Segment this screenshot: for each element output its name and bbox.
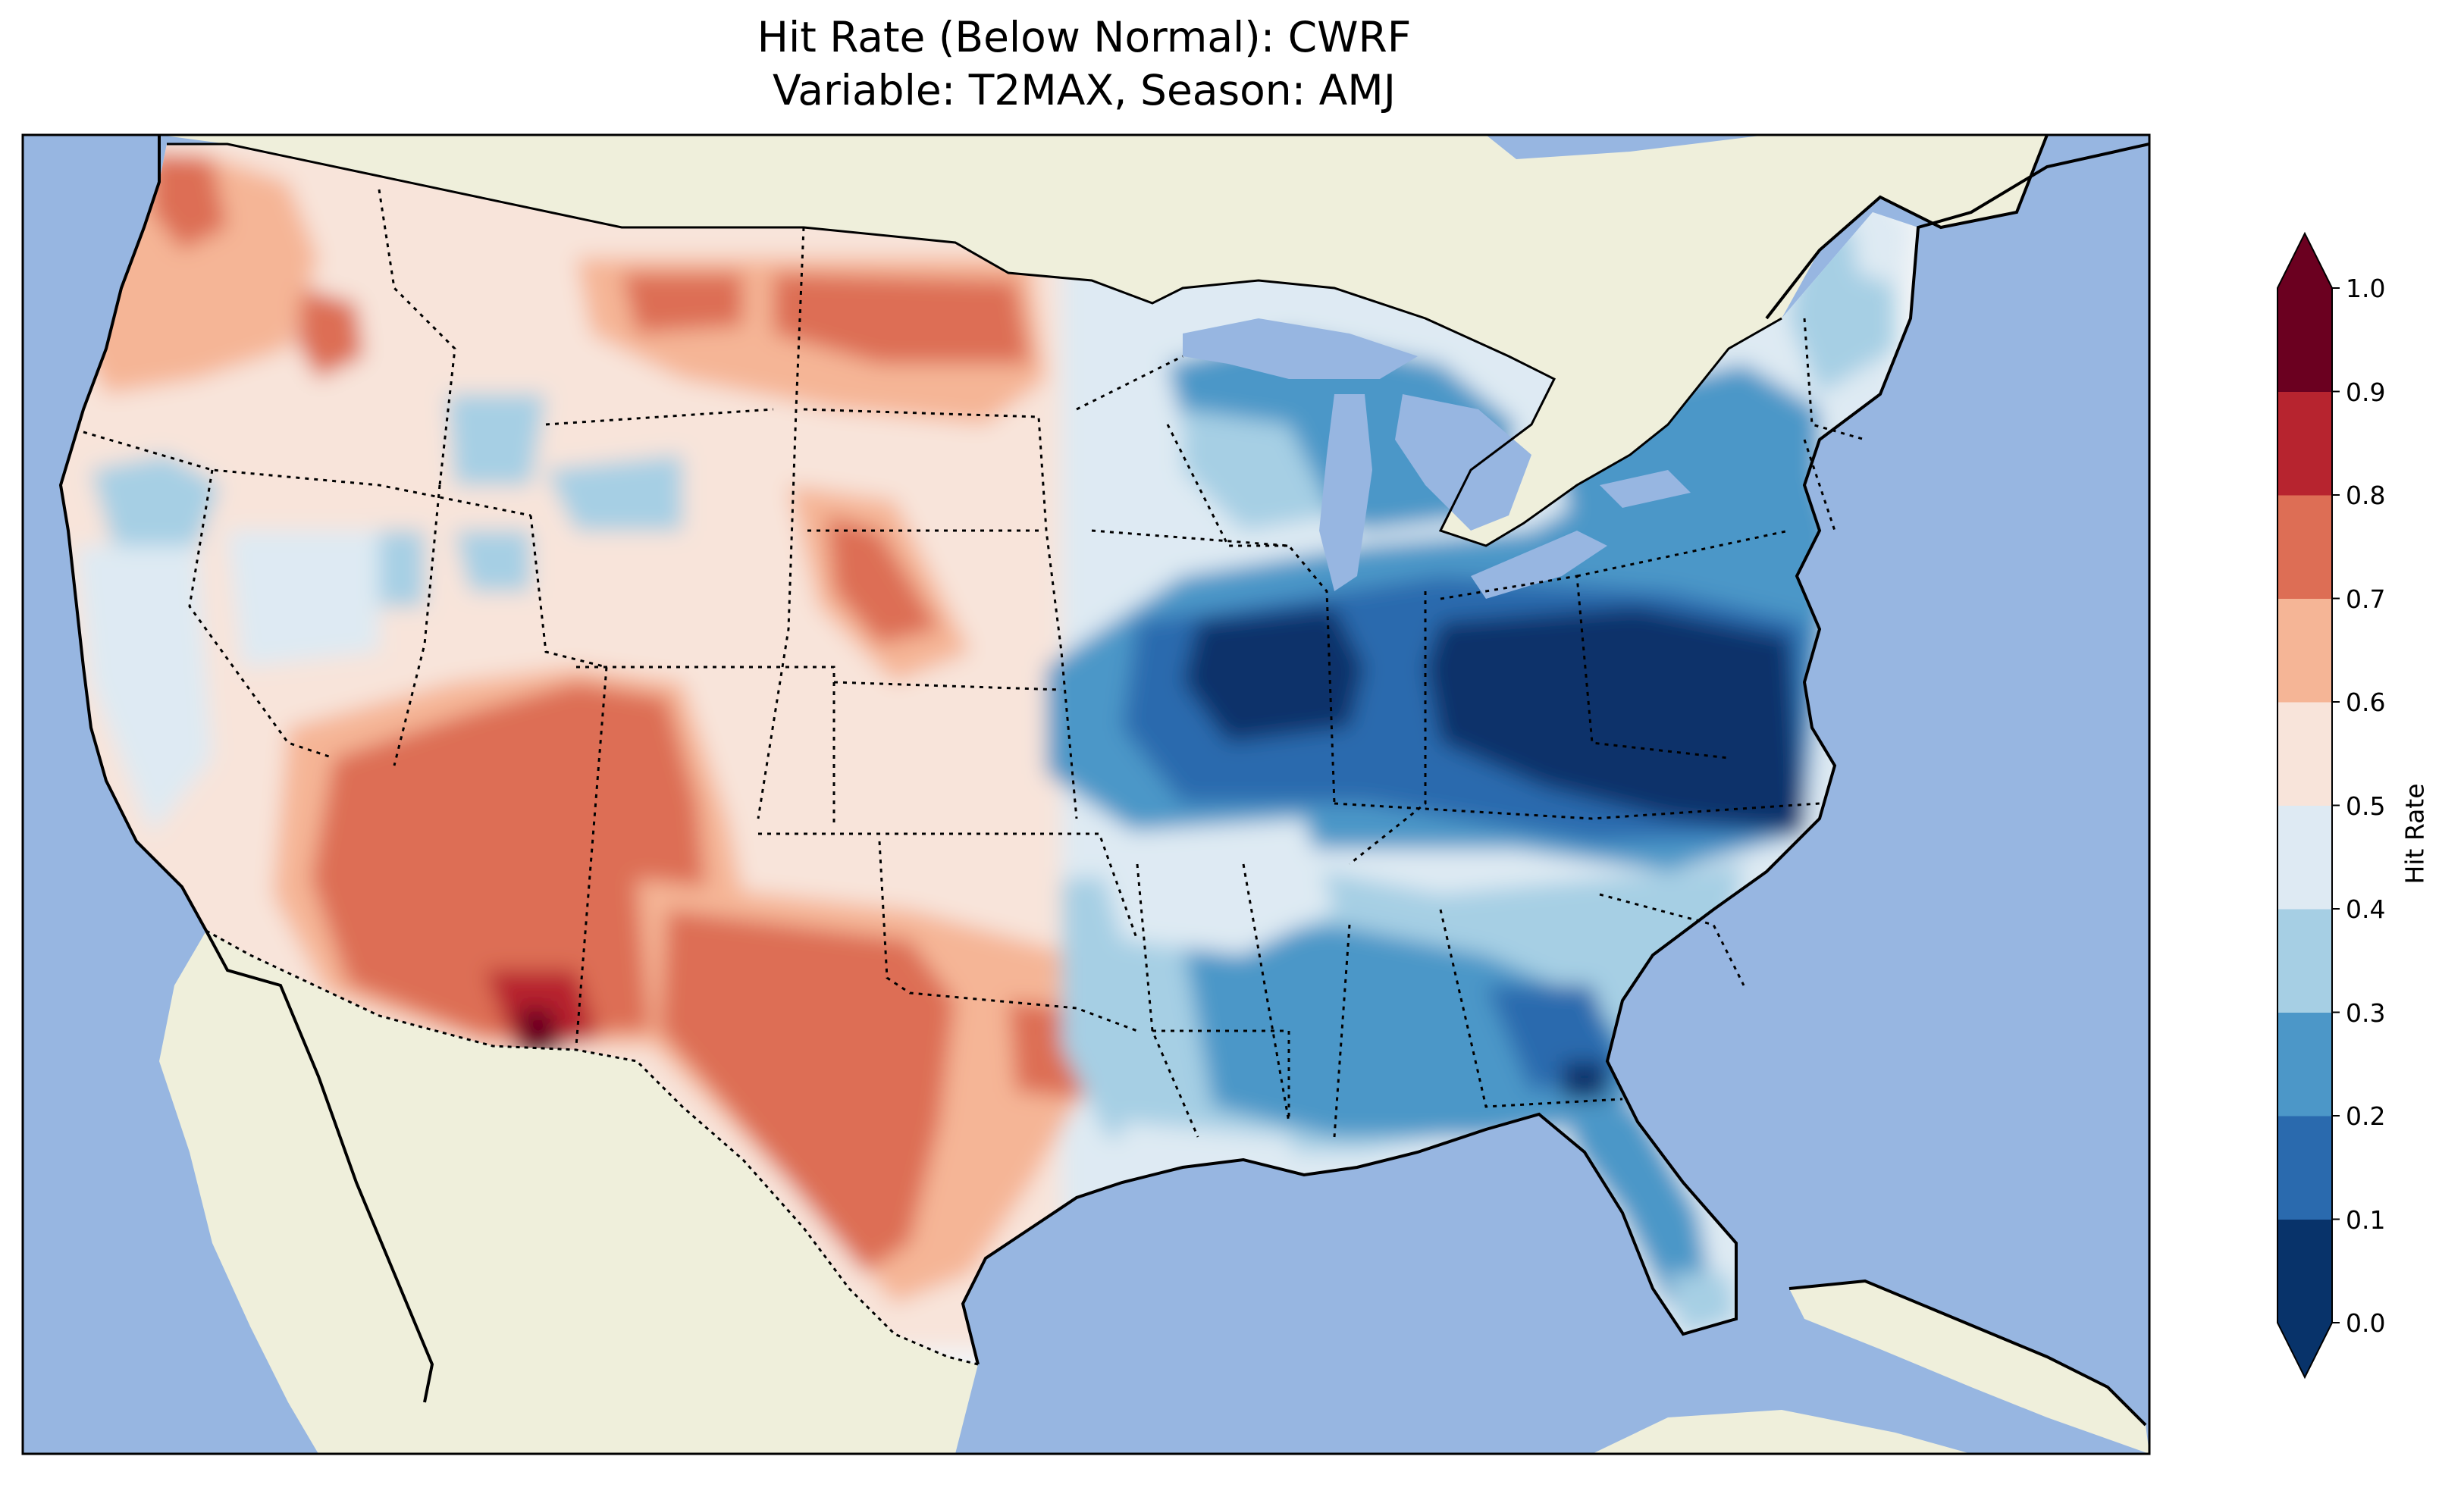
heatmap-nevada-blue	[455, 531, 531, 591]
heatmap-montana	[622, 273, 743, 334]
baja-peninsula	[265, 985, 432, 1402]
lake-ontario	[1600, 470, 1691, 508]
colorbar-tick-label: 0.5	[2346, 791, 2386, 821]
heatmap-pnw-inner	[296, 288, 364, 379]
colorbar-tick-label: 0.4	[2346, 894, 2386, 924]
heatmap-oregon-light	[76, 546, 212, 834]
heatmap-ohio-valley-darkest	[1183, 606, 1365, 743]
colorbar-tick-label: 0.2	[2346, 1101, 2386, 1131]
colorbar-bin	[2277, 805, 2332, 910]
colorbar-extend-max	[2277, 233, 2332, 288]
coastline	[58, 135, 434, 1403]
colorbar-tick-label: 0.8	[2346, 481, 2386, 510]
colorbar-tick-label: 0.9	[2346, 377, 2386, 407]
colorbar-tick-label: 0.7	[2346, 584, 2386, 614]
gulf-coastline	[961, 143, 2149, 1365]
cuba-coastline	[1788, 1279, 2147, 1427]
colorbar-bin	[2277, 598, 2332, 703]
south-america-land	[1592, 1410, 1971, 1454]
colorbar-tick-label: 1.0	[2346, 274, 2386, 303]
heatmap-texas-dark	[660, 910, 955, 1273]
heatmap-arkansas-light	[1092, 819, 1334, 955]
map-title-line-1: Hit Rate (Below Normal): CWRF	[757, 13, 1412, 61]
colorbar-bin	[2277, 495, 2332, 599]
lake-superior	[1183, 318, 1418, 379]
colorbar-bin	[2277, 1219, 2332, 1323]
colorbar-tick-label: 0.0	[2346, 1308, 2386, 1338]
colorbar-extend-min	[2277, 1323, 2332, 1377]
colorbar-bin	[2277, 391, 2332, 496]
heatmap-florida-south-light	[1668, 1273, 1736, 1334]
colorbar-bin	[2277, 1012, 2332, 1117]
colorbar-bin	[2277, 702, 2332, 806]
mexico-border	[205, 929, 979, 1366]
lake-huron	[1395, 394, 1531, 531]
colorbar-tick-label: 0.3	[2346, 998, 2386, 1028]
colorbar-label: Hit Rate	[2400, 783, 2430, 885]
heatmap-wyoming-blue	[546, 455, 682, 531]
heatmap-nevada-light	[227, 531, 379, 667]
colorbar-bin	[2277, 909, 2332, 1013]
heatmap-southwest-dark	[311, 682, 713, 1038]
heatmap-wisconsin-light	[1183, 409, 1334, 531]
heatmap-mid-atlantic-darkest	[1425, 606, 1804, 834]
state-borders	[83, 189, 1866, 1138]
canada-land	[159, 135, 2047, 546]
colorbar-tick-label: 0.6	[2346, 687, 2386, 717]
cuba-island	[1789, 1281, 2149, 1454]
mexico-land	[159, 931, 978, 1454]
map-title-line-2: Variable: T2MAX, Season: AMJ	[773, 66, 1396, 114]
lake-michigan	[1319, 394, 1372, 591]
heatmap-georgia-darkest	[1562, 1061, 1607, 1099]
lake-erie	[1471, 531, 1607, 599]
heatmap-northern-plains-dark	[773, 273, 1031, 364]
heatmap-florida-blue	[1562, 1107, 1713, 1304]
canada-border	[167, 143, 1782, 547]
colorbar-bin	[2277, 1116, 2332, 1220]
heatmap-great-basin-blue	[91, 455, 220, 546]
heatmap-pnw-core	[152, 152, 227, 250]
map-frame	[21, 133, 2151, 1455]
heatmap-new-england-lighter	[1850, 205, 1911, 288]
canada-coastline	[1765, 135, 2049, 320]
colorbar-tick-label: 0.1	[2346, 1204, 2386, 1235]
heatmap-great-basin-blue-2	[447, 394, 546, 485]
colorbar-bin	[2277, 288, 2332, 392]
heatmap-nebraska-core	[826, 515, 940, 644]
